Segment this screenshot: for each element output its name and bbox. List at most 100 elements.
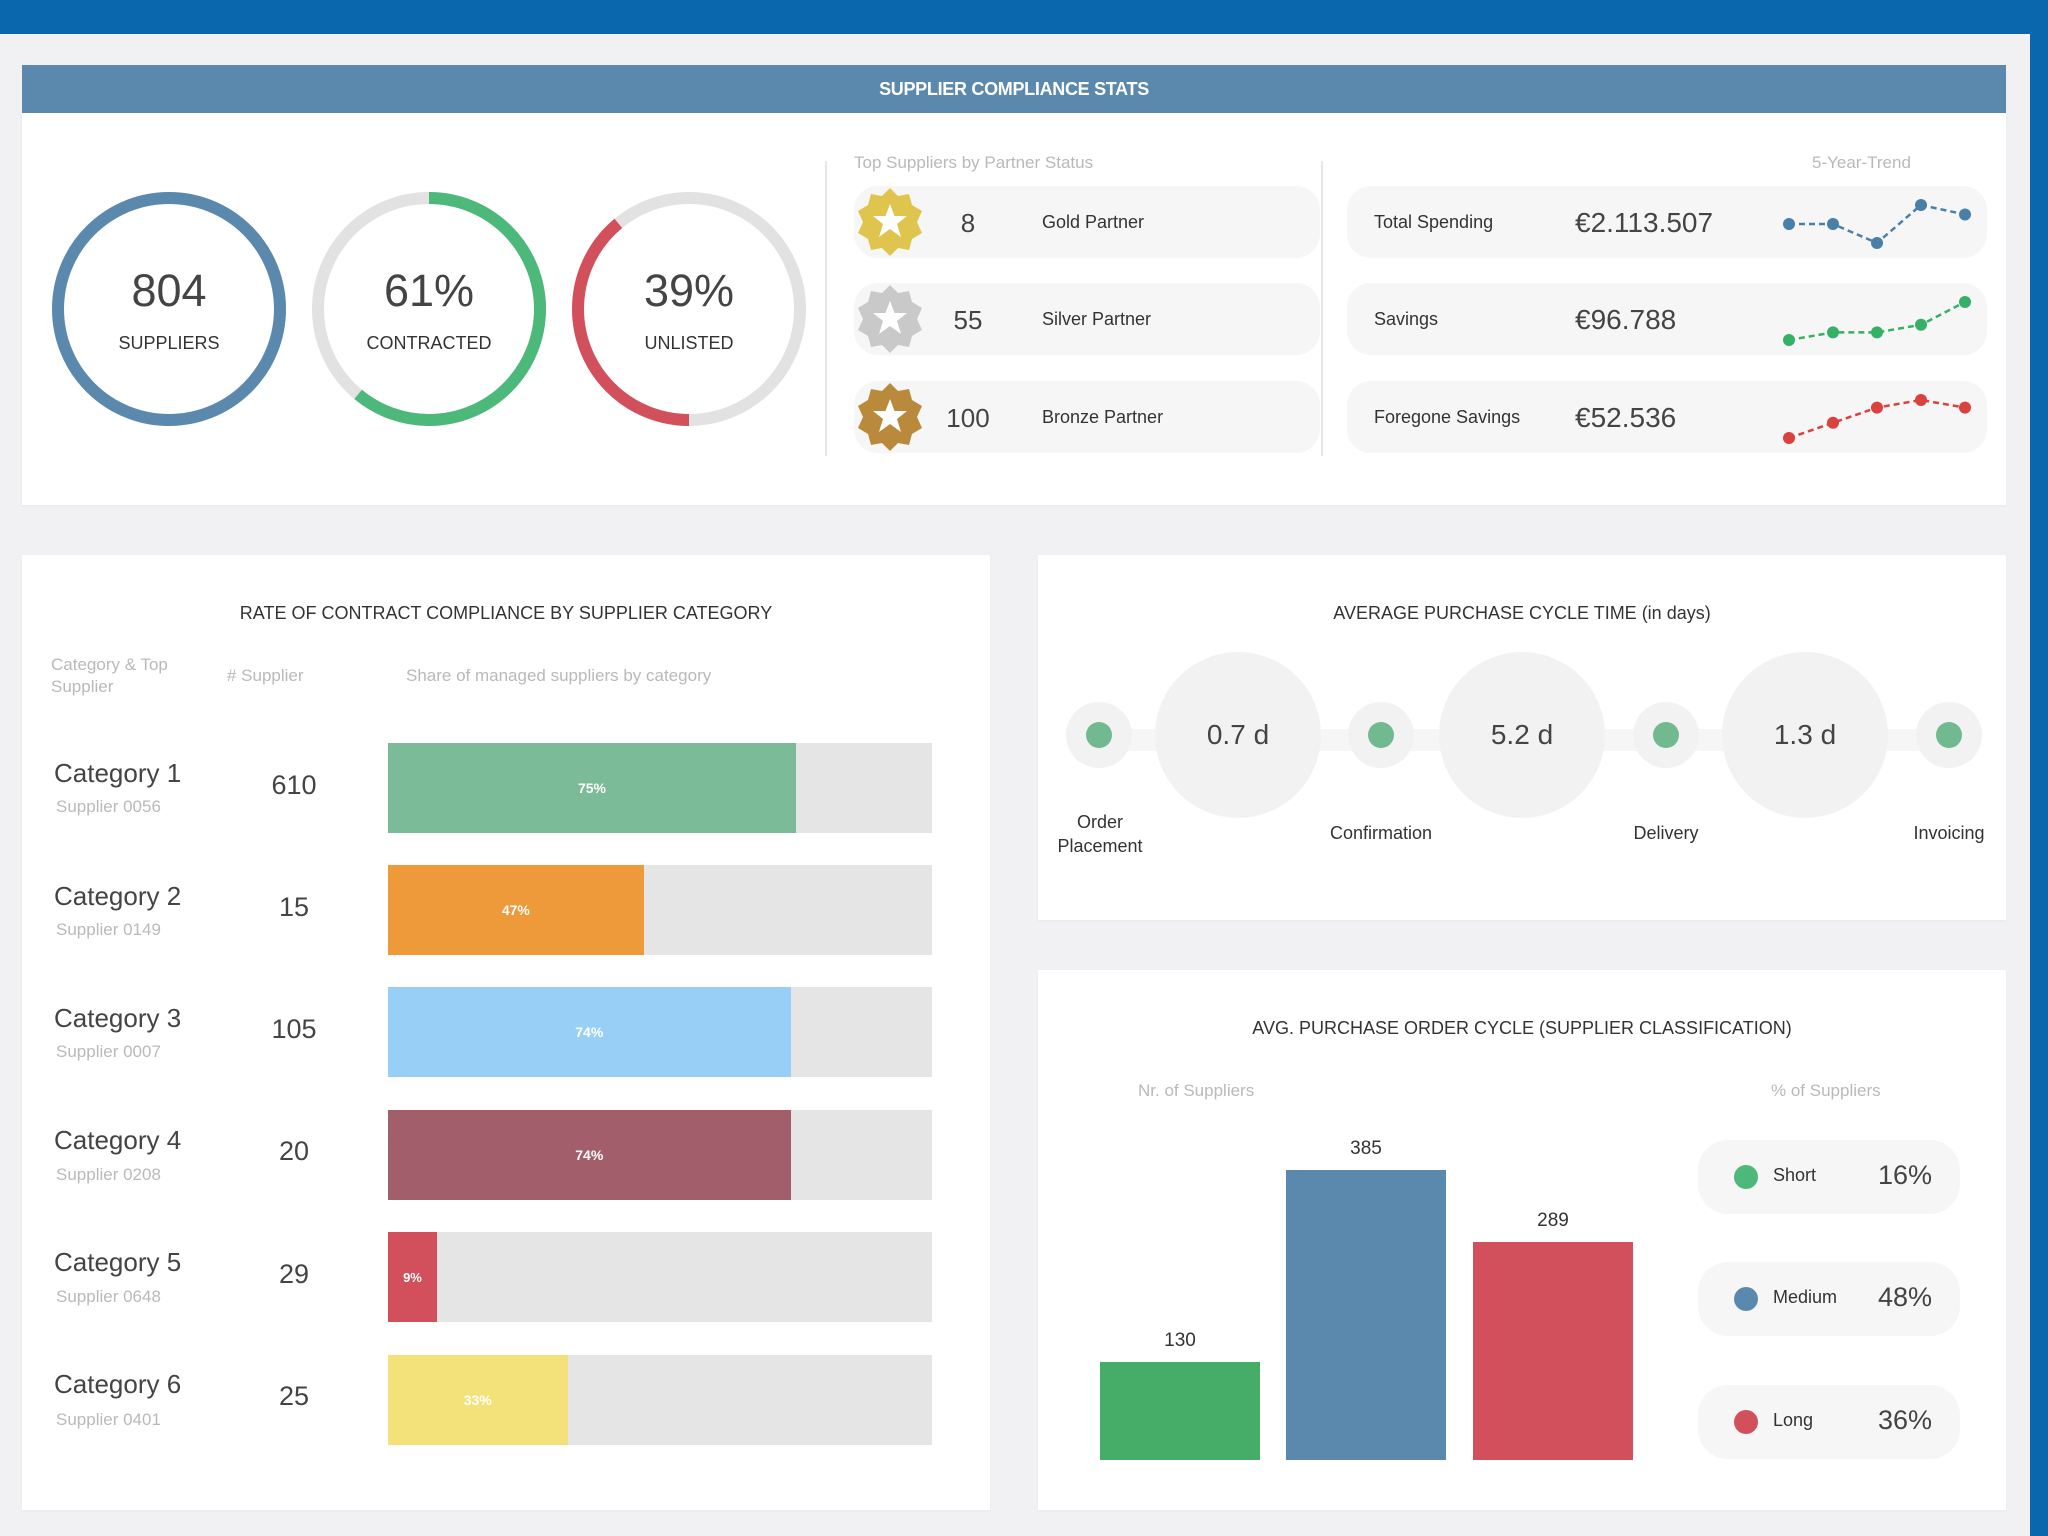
bar-long — [1473, 1242, 1633, 1460]
donut-unlisted-label: UNLISTED — [644, 333, 734, 353]
right-edge-bar — [2030, 0, 2048, 1536]
bar-track: 74% — [388, 987, 932, 1077]
top-supplier: Supplier 0401 — [56, 1410, 161, 1429]
compliance-panel: RATE OF CONTRACT COMPLIANCE BY SUPPLIER … — [22, 555, 990, 1510]
divider — [1321, 161, 1323, 456]
donut-contracted-label: CONTRACTED — [366, 333, 492, 353]
sparkline-point — [1915, 394, 1927, 406]
gold-partner-count: 8 — [960, 208, 976, 238]
top-supplier: Supplier 0208 — [56, 1165, 161, 1184]
sparkline-point — [1915, 318, 1927, 331]
legend-dot — [1734, 1410, 1758, 1434]
silver-medal-icon — [858, 285, 922, 353]
trend-title: 5-Year-Trend — [1812, 153, 1911, 172]
bar-short — [1100, 1362, 1260, 1460]
donut-suppliers: 804 SUPPLIERS — [49, 189, 289, 429]
partners-title: Top Suppliers by Partner Status — [854, 153, 1094, 172]
top-bar — [0, 0, 2048, 34]
bar-fill: 9% — [388, 1232, 437, 1322]
silver-partner-count: 55 — [953, 305, 983, 335]
bar-pct-label: 74% — [575, 1024, 604, 1040]
category-name: Category 5 — [54, 1247, 182, 1277]
order-cycle-title: AVG. PURCHASE ORDER CYCLE (SUPPLIER CLAS… — [1252, 1018, 1792, 1038]
gold-medal-icon — [858, 188, 922, 256]
category-name: Category 6 — [54, 1369, 182, 1399]
donut-unlisted-ring — [572, 192, 806, 426]
stage-node — [1633, 702, 1699, 768]
stage-dot — [1936, 722, 1962, 748]
sparkline-point — [1783, 334, 1795, 346]
kpi-savings-label: Savings — [1374, 309, 1439, 329]
kpi-total-spending-label: Total Spending — [1374, 212, 1494, 232]
donut-unlisted-value: 39% — [643, 265, 735, 316]
gold-partner-label: Gold Partner — [1042, 212, 1145, 232]
bar-track: 47% — [388, 865, 932, 955]
bar-fill: 74% — [388, 987, 791, 1077]
stage-dot — [1086, 722, 1112, 748]
sparkline-point — [1827, 326, 1839, 339]
supplier-count: 25 — [278, 1381, 310, 1411]
bar-pct-label: 74% — [575, 1147, 604, 1163]
bar-fill: 74% — [388, 1110, 791, 1200]
legend-pct: 36% — [1878, 1405, 1933, 1435]
top-supplier: Supplier 0648 — [56, 1287, 161, 1306]
stats-header: SUPPLIER COMPLIANCE STATS — [22, 65, 2006, 113]
sparkline-point — [1871, 401, 1883, 414]
top-supplier: Supplier 0007 — [56, 1042, 161, 1061]
sparkline-point — [1871, 237, 1883, 249]
legend-name: Long — [1773, 1410, 1814, 1430]
compliance-title: RATE OF CONTRACT COMPLIANCE BY SUPPLIER … — [239, 603, 773, 623]
legend-pct: 48% — [1878, 1282, 1933, 1312]
partner-row-gold — [854, 186, 1320, 258]
legend-pct: 16% — [1878, 1160, 1933, 1190]
top-supplier: Supplier 0056 — [56, 797, 161, 816]
kpi-row-savings — [1347, 283, 1987, 355]
bar-pct-label: 9% — [403, 1269, 422, 1285]
stage-label-order-placement: Order Placement — [1020, 810, 1180, 858]
supplier-count: 29 — [278, 1259, 310, 1289]
donut-unlisted: 39% UNLISTED — [569, 189, 809, 429]
stage-dot — [1653, 722, 1679, 748]
supplier-count: 20 — [278, 1136, 310, 1166]
col-head-supplier: # Supplier — [227, 666, 304, 685]
col-head-category: Category & Top Supplier — [51, 655, 168, 696]
bar-value-label: 289 — [1537, 1210, 1569, 1232]
bar-fill: 33% — [388, 1355, 568, 1445]
legend-dot — [1734, 1287, 1758, 1311]
category-name: Category 2 — [54, 881, 182, 911]
sparkline-point — [1783, 218, 1795, 230]
stage-node — [1916, 702, 1982, 768]
sparkline-point — [1959, 296, 1971, 308]
stage-label-invoicing: Invoicing — [1913, 823, 1985, 843]
order-cycle-panel: AVG. PURCHASE ORDER CYCLE (SUPPLIER CLAS… — [1038, 970, 2006, 1510]
supplier-count: 610 — [271, 770, 317, 800]
category-name: Category 3 — [54, 1003, 182, 1033]
legend-item-medium: Medium 48% — [1698, 1262, 1960, 1336]
bronze-partner-count: 100 — [946, 403, 990, 433]
order-cycle-left-label: Nr. of Suppliers — [1138, 1081, 1255, 1100]
sparkline-point — [1783, 432, 1795, 444]
duration-value: 5.2 d — [1490, 719, 1554, 750]
duration-bubble: 0.7 d — [1155, 652, 1321, 818]
bar-value-label: 130 — [1164, 1330, 1196, 1352]
stage-node — [1348, 702, 1414, 768]
stage-node — [1066, 702, 1132, 768]
donut-contracted: 61% CONTRACTED — [309, 189, 549, 429]
kpi-row-foregone-savings — [1347, 381, 1987, 453]
sparkline-point — [1959, 208, 1971, 221]
supplier-count: 105 — [271, 1014, 317, 1044]
donut-contracted-ring — [312, 192, 546, 426]
partner-row-silver — [854, 283, 1320, 355]
bar-track: 33% — [388, 1355, 932, 1445]
stage-dot — [1368, 722, 1394, 748]
total-spending-sparkline — [1783, 199, 1971, 249]
top-supplier: Supplier 0149 — [56, 920, 161, 939]
legend-name: Short — [1773, 1165, 1817, 1185]
sparkline-point — [1915, 199, 1927, 211]
order-cycle-right-label: % of Suppliers — [1771, 1081, 1881, 1100]
supplier-count: 15 — [278, 892, 310, 922]
sparkline-point — [1827, 416, 1839, 429]
sparkline-point — [1827, 218, 1839, 230]
bar-value-label: 385 — [1350, 1138, 1382, 1159]
cycle-time-title: AVERAGE PURCHASE CYCLE TIME (in days) — [1333, 603, 1711, 623]
